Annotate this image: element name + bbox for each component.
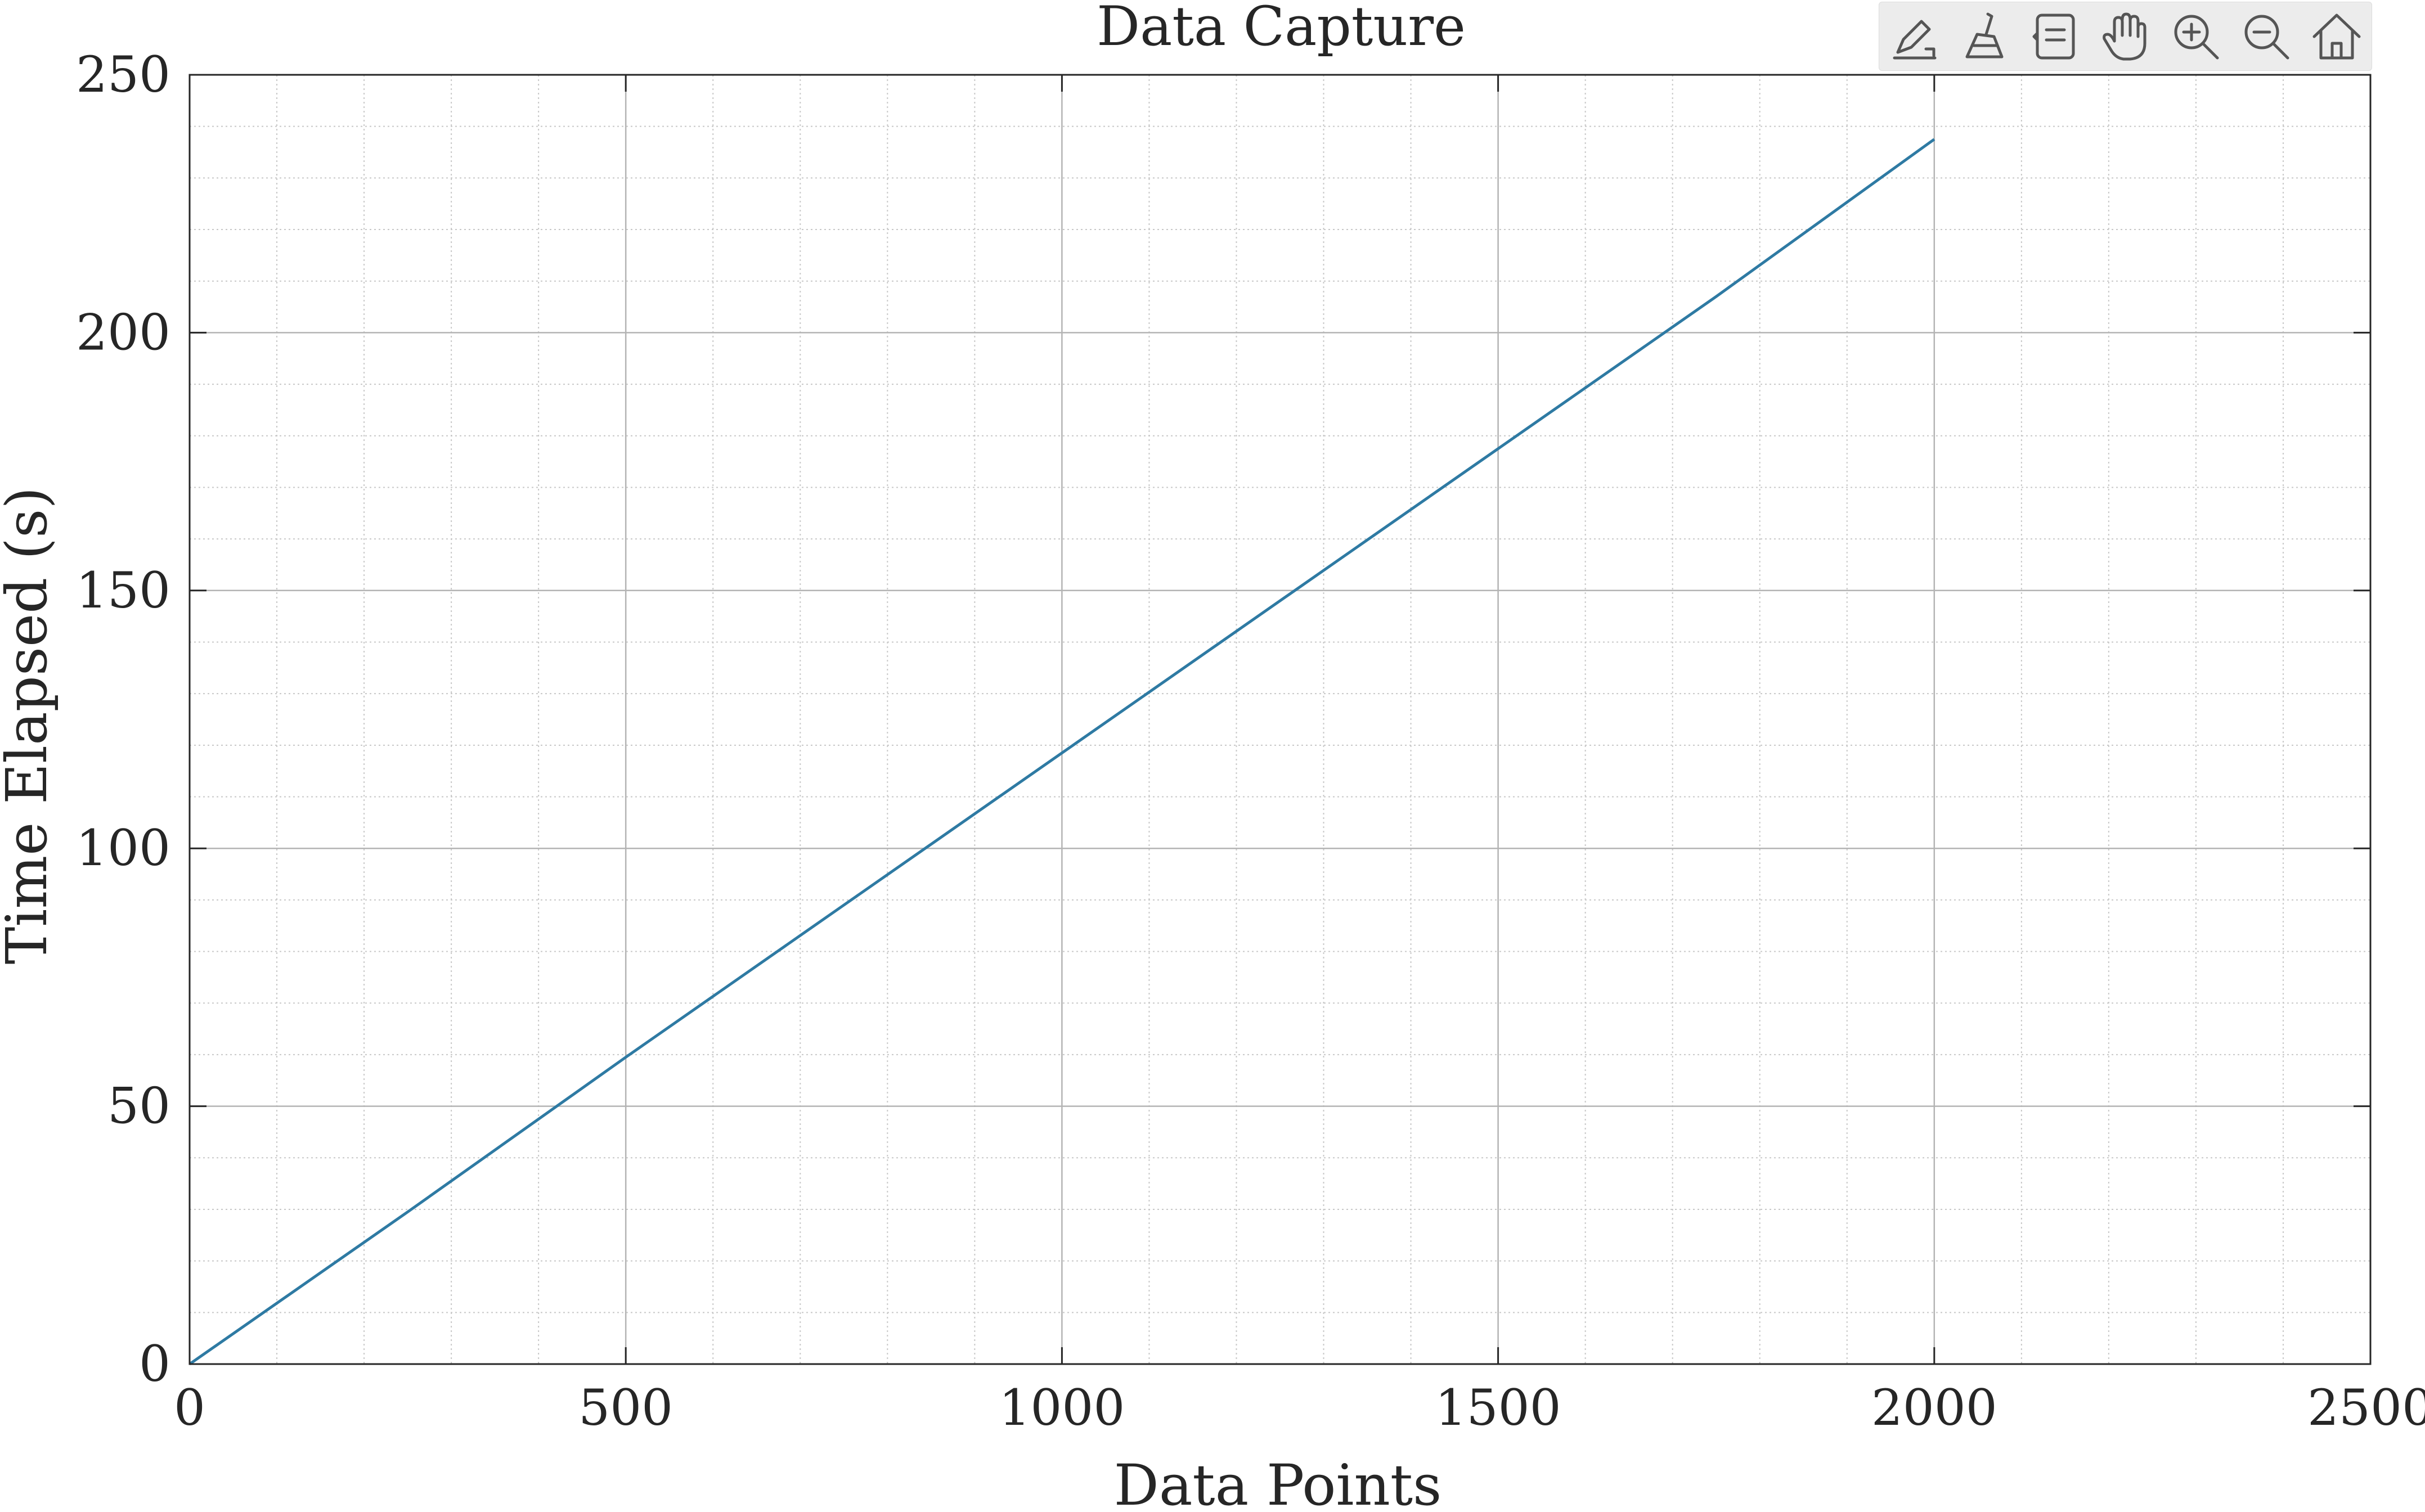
series-layer <box>188 138 1935 1366</box>
y-tick-label: 150 <box>76 561 170 619</box>
datatip-icon <box>2032 14 2074 59</box>
y-axis-label: Time Elapsed (s) <box>0 487 60 965</box>
plot-frame <box>188 74 2372 1365</box>
x-tick-label: 1500 <box>1435 1379 1561 1437</box>
x-tick-label: 2500 <box>2307 1379 2425 1437</box>
x-tick-label: 0 <box>174 1379 205 1437</box>
edit-icon <box>1893 20 1936 59</box>
brush-button[interactable] <box>1954 6 2016 68</box>
data-tips-button[interactable] <box>1884 6 1946 68</box>
restore-view-button[interactable] <box>2306 6 2368 68</box>
home-icon <box>2312 14 2360 59</box>
y-tick-label: 250 <box>76 46 170 104</box>
series-line <box>188 138 1935 1366</box>
y-tick-label: 0 <box>139 1335 170 1393</box>
zoom-out-button[interactable] <box>2235 6 2297 68</box>
data-tip-box-button[interactable] <box>2024 6 2086 68</box>
major-grid <box>190 75 2370 1364</box>
pan-button[interactable] <box>2095 6 2157 68</box>
minor-grid <box>190 75 2370 1364</box>
axes-toolbar <box>1879 2 2372 71</box>
zoom-in-button[interactable] <box>2165 6 2227 68</box>
zoom-out-icon <box>2244 15 2289 59</box>
ticks-layer: 0 500 1000 1500 2000 2500 0 50 100 150 200 250 <box>76 46 2425 1437</box>
chart-title: Data Capture <box>1097 0 1466 58</box>
y-tick-label: 50 <box>107 1077 170 1135</box>
x-tick-label: 2000 <box>1871 1379 1997 1437</box>
zoom-in-icon <box>2174 15 2219 59</box>
hand-icon <box>2102 12 2146 60</box>
x-axis-label: Data Points <box>1114 1452 1442 1512</box>
y-tick-label: 200 <box>76 303 170 361</box>
y-tick-label: 100 <box>76 819 170 877</box>
x-tick-label: 500 <box>578 1379 673 1437</box>
x-tick-label: 1000 <box>999 1379 1125 1437</box>
brush-icon <box>1965 12 2003 58</box>
